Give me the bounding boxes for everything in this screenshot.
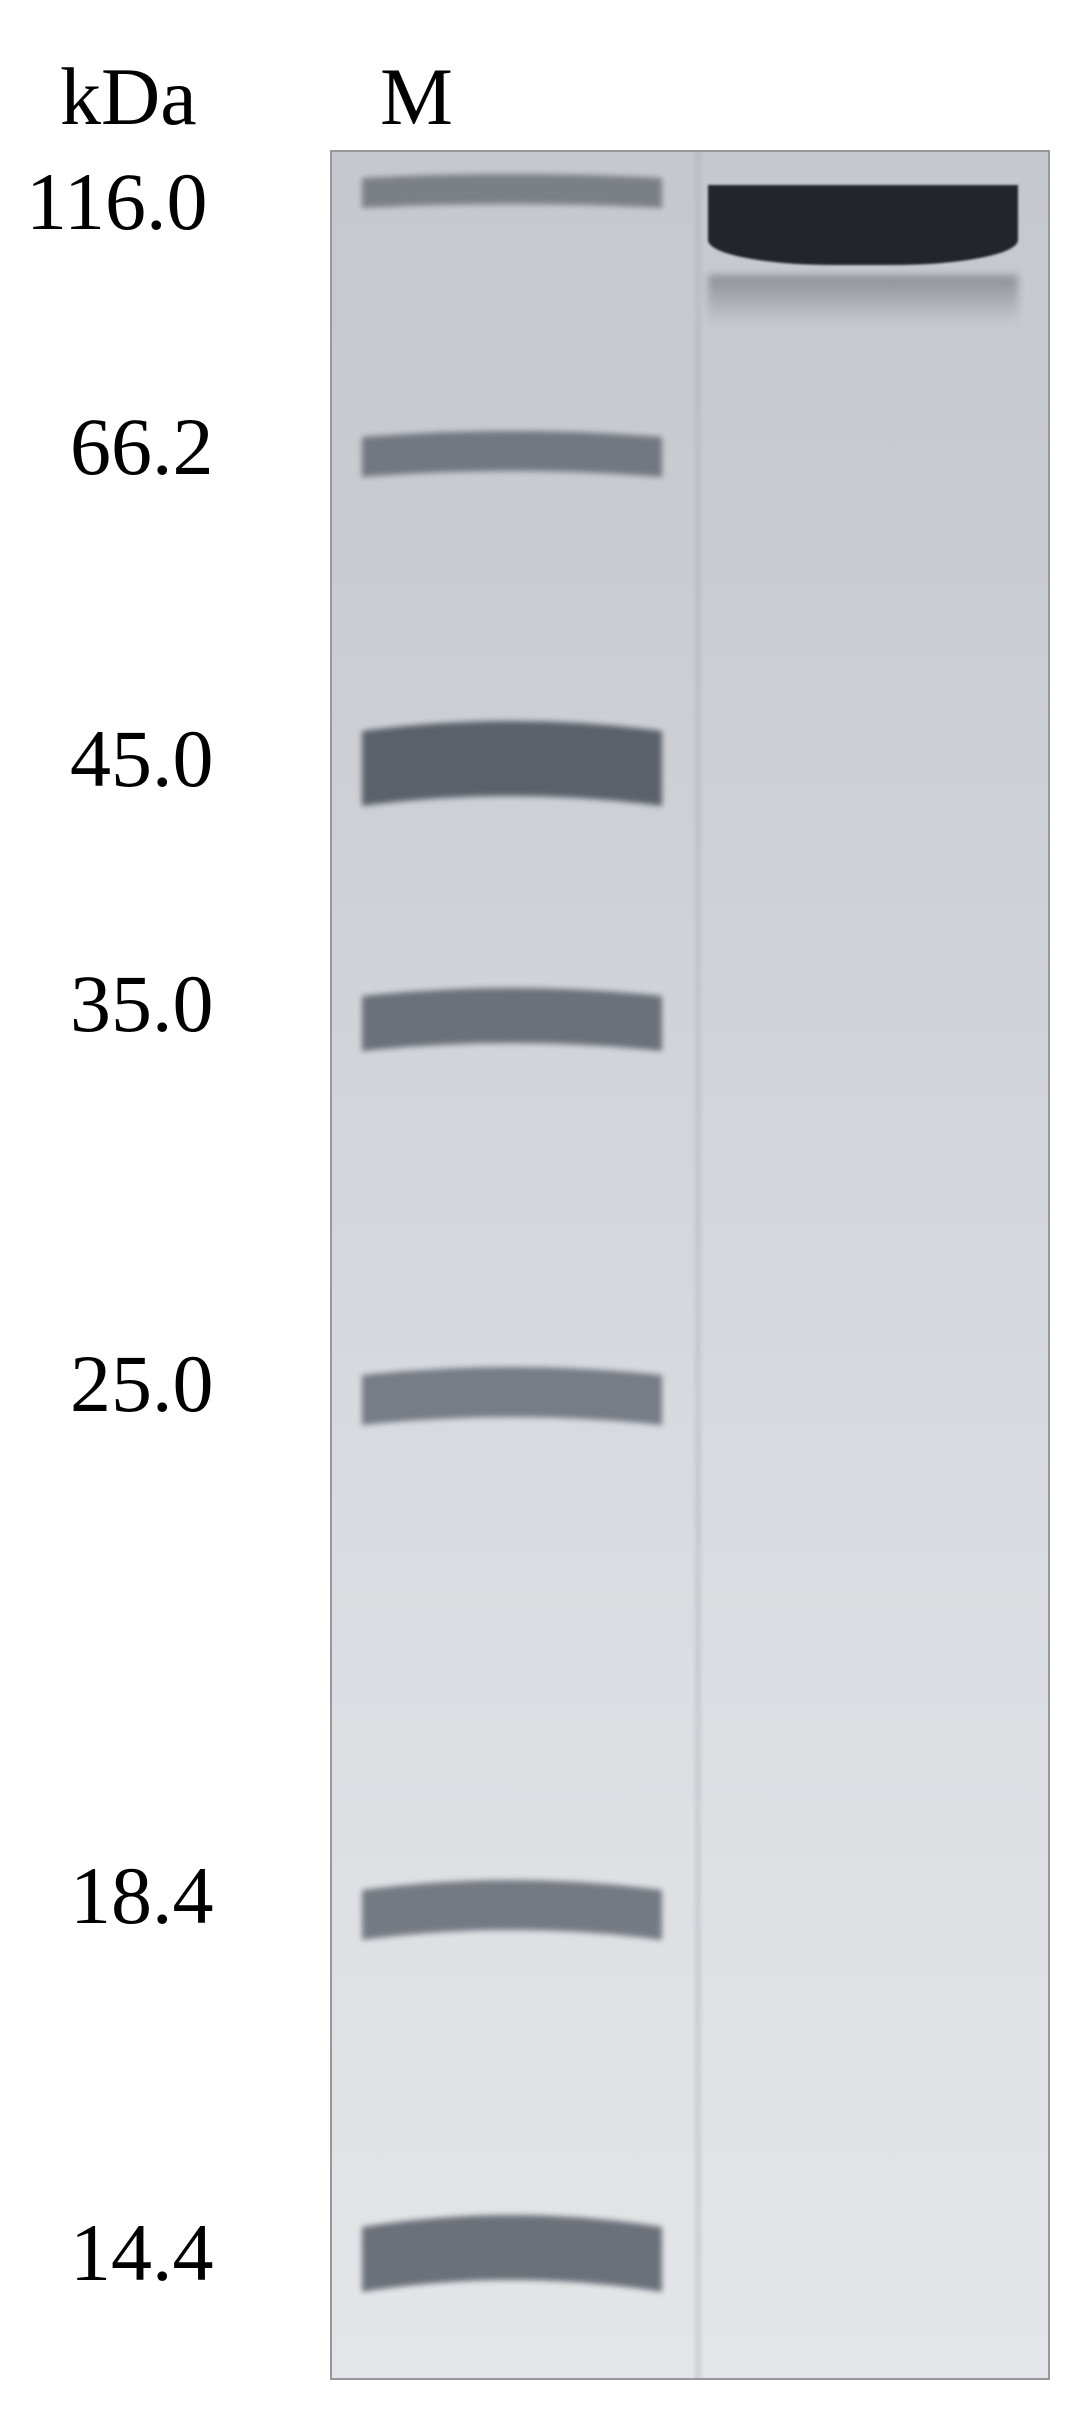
mw-label-66-2: 66.2 <box>70 400 214 494</box>
marker-band-3 <box>362 988 662 1043</box>
lane-divider <box>692 152 704 2378</box>
gel-image-container: kDa M 116.0 66.2 45.0 35.0 25.0 18.4 14.4 <box>0 0 1080 2418</box>
unit-label: kDa <box>60 50 197 144</box>
marker-band-1 <box>362 431 662 471</box>
gel-area <box>330 150 1050 2380</box>
mw-label-25-0: 25.0 <box>70 1337 214 1431</box>
marker-band-2 <box>362 721 662 796</box>
marker-band-4 <box>362 1367 662 1417</box>
mw-label-18-4: 18.4 <box>70 1849 214 1943</box>
mw-label-45-0: 45.0 <box>70 712 214 806</box>
marker-band-6 <box>362 2215 662 2280</box>
marker-band-0 <box>362 174 662 204</box>
sample-band-smear <box>708 275 1018 325</box>
mw-label-35-0: 35.0 <box>70 957 214 1051</box>
marker-lane-label: M <box>380 50 453 144</box>
mw-label-116-0: 116.0 <box>26 155 207 249</box>
header-labels: kDa M <box>0 20 1080 140</box>
sample-band-main <box>708 185 1018 265</box>
marker-band-5 <box>362 1880 662 1930</box>
mw-label-14-4: 14.4 <box>70 2206 214 2300</box>
